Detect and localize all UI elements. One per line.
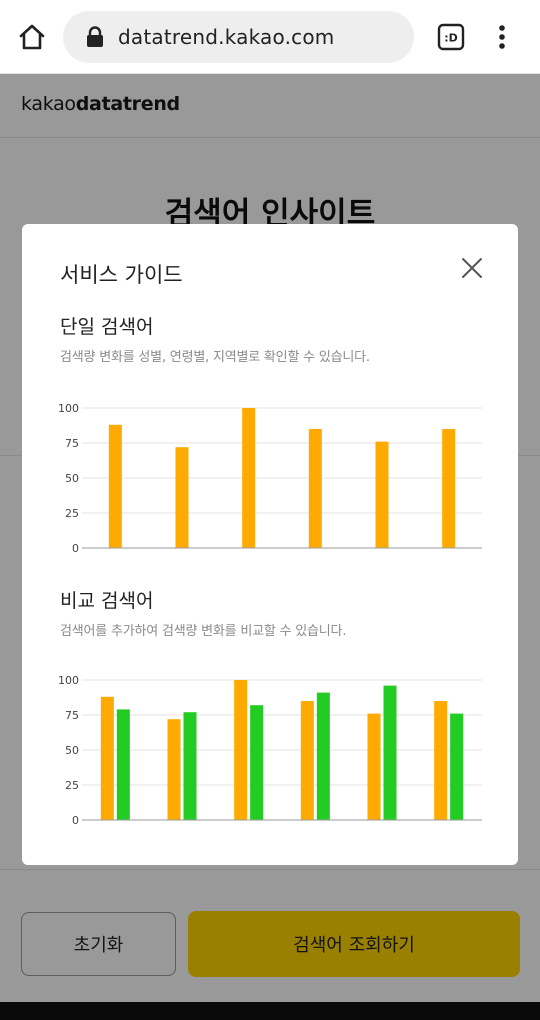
- bar: [234, 680, 248, 820]
- modal-title: 서비스 가이드: [60, 263, 183, 287]
- system-nav-bar: [0, 1002, 540, 1020]
- bar: [383, 685, 397, 820]
- bar: [300, 701, 314, 820]
- divider: [0, 869, 540, 870]
- compare-search-description: 검색어를 추가하여 검색량 변화를 비교할 수 있습니다.: [60, 624, 347, 639]
- compare-search-chart: 0 25 50 75 100: [58, 674, 482, 827]
- single-search-description: 검색량 변화를 성별, 연령별, 지역별로 확인할 수 있습니다.: [60, 350, 370, 365]
- y-tick-label: 50: [65, 744, 79, 757]
- close-icon[interactable]: [460, 256, 484, 280]
- bar: [375, 441, 389, 548]
- y-tick-label: 25: [65, 779, 79, 792]
- tab-switcher-button[interactable]: :D: [437, 23, 465, 51]
- y-tick-label: 100: [58, 402, 79, 415]
- site-header: kakaodatatrend: [0, 74, 540, 138]
- bar: [434, 701, 448, 820]
- compare-search-title: 비교 검색어: [60, 590, 154, 612]
- bar: [367, 713, 381, 820]
- lock-icon: [85, 26, 105, 48]
- url-text: datatrend.kakao.com: [118, 25, 335, 49]
- single-search-chart: 0 25 50 75 100: [58, 402, 482, 555]
- bar: [167, 719, 181, 820]
- y-tick-label: 75: [65, 437, 79, 450]
- search-button[interactable]: 검색어 조회하기: [188, 911, 520, 977]
- y-tick-label: 25: [65, 507, 79, 520]
- bar: [100, 696, 114, 820]
- single-search-title: 단일 검색어: [60, 316, 154, 338]
- bar: [108, 424, 122, 548]
- bar: [308, 429, 322, 548]
- reset-button[interactable]: 초기화: [21, 912, 176, 976]
- logo-brand: datatrend: [75, 93, 180, 115]
- address-bar[interactable]: datatrend.kakao.com: [63, 11, 414, 63]
- y-tick-label: 100: [58, 674, 79, 687]
- service-guide-modal: 서비스 가이드 단일 검색어 검색량 변화를 성별, 연령별, 지역별로 확인할…: [22, 224, 518, 865]
- bar: [175, 447, 189, 548]
- bar: [250, 705, 264, 820]
- browser-toolbar: datatrend.kakao.com :D: [0, 0, 540, 74]
- y-tick-label: 50: [65, 472, 79, 485]
- bar: [183, 712, 197, 820]
- y-tick-label: 75: [65, 709, 79, 722]
- y-tick-label: 0: [72, 814, 79, 827]
- bar: [242, 408, 256, 548]
- bar: [442, 429, 456, 548]
- more-menu-icon[interactable]: [492, 21, 512, 53]
- bar: [450, 713, 464, 820]
- home-icon[interactable]: [16, 21, 48, 53]
- site-logo[interactable]: kakaodatatrend: [21, 93, 180, 115]
- tab-label: :D: [444, 32, 458, 45]
- bar: [116, 709, 130, 820]
- logo-prefix: kakao: [21, 93, 76, 115]
- y-tick-label: 0: [72, 542, 79, 555]
- bar: [316, 692, 330, 820]
